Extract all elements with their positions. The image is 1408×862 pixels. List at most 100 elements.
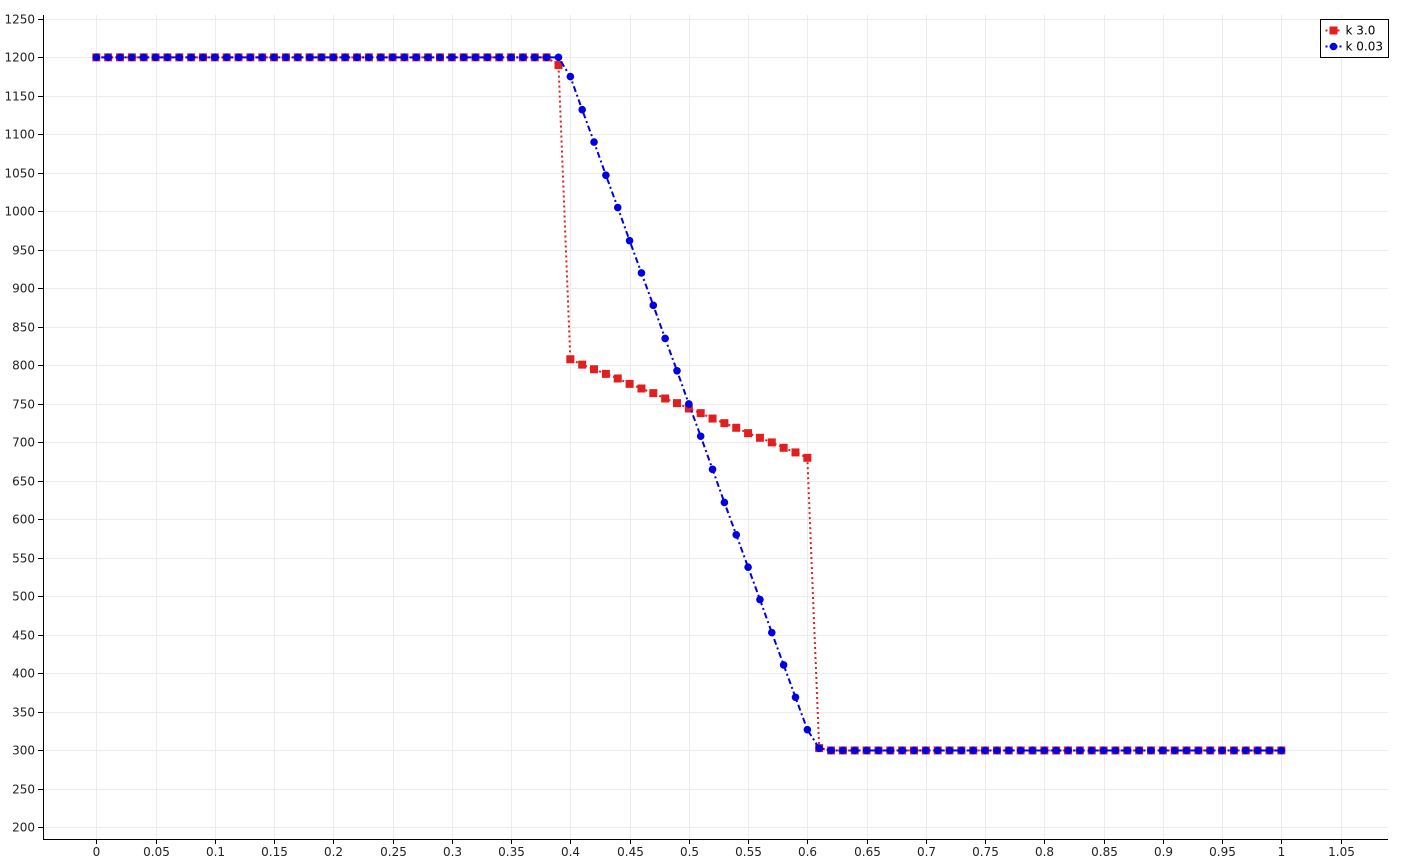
x-axis-ticks: 0 0.05 0.1 0.15 0.2 0.25 0.3 0.35 0.4 0.45 0.5 0.55… (93, 839, 1355, 859)
data-point (672, 399, 681, 408)
data-point (1230, 746, 1238, 755)
data-point (282, 53, 290, 62)
data-point (661, 394, 670, 403)
data-point (246, 53, 255, 62)
data-point (542, 53, 551, 62)
series-layer (92, 53, 1286, 755)
x-tick-label: 1 (1278, 845, 1286, 859)
x-tick-label: 1.05 (1328, 845, 1355, 859)
data-point (625, 379, 634, 388)
x-tick-label: 0.05 (143, 845, 170, 859)
data-point (732, 423, 741, 432)
data-point (755, 433, 764, 442)
data-point (756, 595, 764, 604)
y-tick-label: 550 (12, 552, 35, 566)
data-point (1111, 746, 1120, 755)
data-point (341, 53, 349, 62)
data-point (874, 746, 883, 755)
data-point (767, 438, 776, 447)
data-point (696, 409, 705, 418)
y-tick-label: 1050 (4, 167, 35, 181)
data-point (554, 61, 563, 70)
legend[interactable]: k 3.0 k 0.03 (1320, 19, 1389, 58)
data-point (1064, 746, 1072, 755)
data-point (779, 443, 788, 452)
data-point (1159, 746, 1167, 755)
data-point (696, 432, 705, 441)
data-point (803, 453, 812, 462)
x-tick-label: 0.95 (1209, 845, 1236, 859)
data-point (175, 53, 184, 62)
data-point (187, 53, 195, 62)
axes (43, 15, 1388, 840)
data-point (1265, 746, 1274, 755)
data-point (104, 53, 112, 62)
data-point (649, 389, 658, 398)
data-point (1052, 746, 1060, 755)
data-point (388, 53, 397, 62)
legend-label: k 3.0 (1346, 24, 1376, 38)
data-point (258, 53, 267, 62)
data-point (199, 53, 207, 62)
y-tick-label: 400 (12, 667, 35, 681)
data-point (116, 53, 124, 62)
data-point (222, 53, 231, 62)
x-tick-label: 0.8 (1035, 845, 1054, 859)
data-point (933, 746, 942, 755)
data-point (1206, 746, 1215, 755)
series-1 (92, 53, 1286, 755)
data-point (590, 138, 598, 146)
data-point (684, 404, 693, 413)
y-tick-label: 450 (12, 629, 35, 643)
data-point (163, 53, 172, 62)
data-point (305, 53, 314, 62)
data-point (637, 384, 646, 393)
data-point (578, 105, 586, 114)
data-point (554, 53, 563, 62)
data-point (211, 53, 219, 62)
legend-item[interactable]: k 3.0 (1325, 24, 1376, 38)
data-point (993, 746, 1001, 755)
data-point (601, 369, 610, 378)
data-point (910, 746, 918, 755)
data-point (1040, 746, 1049, 755)
y-tick-label: 950 (12, 244, 35, 258)
data-point (530, 53, 539, 62)
x-tick-label: 0.3 (443, 845, 462, 859)
data-point (293, 53, 302, 62)
x-tick-label: 0 (93, 845, 101, 859)
data-point (424, 53, 432, 62)
data-point (815, 744, 823, 752)
y-tick-label: 250 (12, 783, 35, 797)
x-tick-label: 0.1 (206, 845, 225, 859)
data-point (329, 53, 338, 62)
data-point (744, 429, 753, 438)
data-point (1277, 746, 1286, 755)
legend-marker (1329, 26, 1338, 35)
data-point (862, 746, 871, 755)
y-tick-label: 300 (12, 744, 35, 758)
legend-item[interactable]: k 0.03 (1325, 40, 1383, 54)
data-point (353, 53, 361, 62)
x-tick-label: 0.45 (617, 845, 644, 859)
data-point (720, 419, 729, 428)
y-tick-label: 850 (12, 321, 35, 335)
data-point (1076, 746, 1084, 755)
y-axis-ticks: 200 250 300 350 400 450 500 550 600 650 700 750 800 8… (4, 13, 43, 835)
x-tick-label: 0.7 (917, 845, 936, 859)
data-point (1218, 746, 1226, 755)
data-point (566, 355, 575, 364)
x-tick-label: 0.25 (380, 845, 407, 859)
data-point (590, 365, 599, 374)
y-tick-label: 750 (12, 398, 35, 412)
data-point (1099, 746, 1108, 755)
data-point (803, 725, 812, 734)
data-point (839, 746, 847, 755)
data-point (673, 366, 681, 375)
data-point (459, 53, 468, 62)
data-point (1170, 746, 1179, 755)
data-point (708, 465, 717, 474)
y-tick-label: 350 (12, 706, 35, 720)
data-point (483, 53, 492, 62)
data-point (1028, 746, 1037, 755)
